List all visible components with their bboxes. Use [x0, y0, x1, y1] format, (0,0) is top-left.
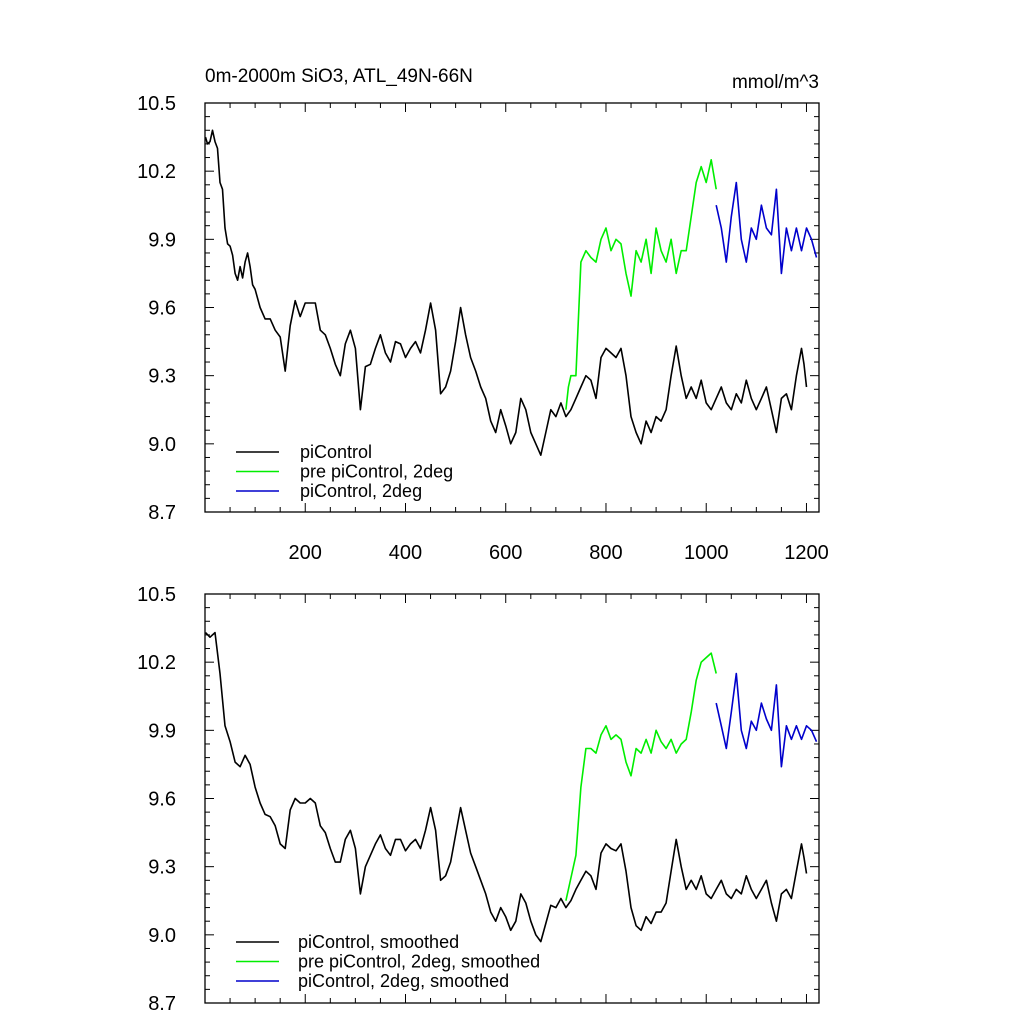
top-panel: 0m-2000m SiO3, ATL_49N-66N mmol/m^3 200 4…: [137, 66, 829, 564]
legend-label: pre piControl, 2deg: [300, 462, 453, 482]
series-line-piControl-2deg: [715, 672, 818, 768]
chart-title: 0m-2000m SiO3, ATL_49N-66N: [205, 66, 473, 87]
y-tick-label: 9.6: [148, 789, 176, 811]
x-tick-label: 400: [389, 542, 422, 564]
series-line-piControl: [204, 631, 808, 943]
y-tick-label: 8.7: [148, 993, 176, 1015]
y-tick-label: 10.5: [137, 93, 176, 115]
x-tick-label: 800: [589, 542, 622, 564]
series-line-piControl-2deg: [715, 181, 818, 275]
legend-label: piControl, smoothed: [298, 932, 459, 952]
y-tick-label: 9.9: [148, 229, 176, 251]
x-tick-label: 1200: [784, 542, 829, 564]
y-tick-label: 8.7: [148, 502, 176, 524]
x-tick-label: 200: [289, 542, 322, 564]
y-tick-label: 10.5: [137, 584, 176, 606]
plot-frame: [204, 593, 820, 1004]
y-tick-label: 9.6: [148, 298, 176, 320]
series-line-piControl: [204, 129, 808, 456]
series-line-pre-piControl-2deg: [565, 159, 717, 410]
axis-ticks: [205, 102, 819, 513]
y-tick-labels: 8.7 9.0 9.3 9.6 9.9 10.2 10.5: [137, 584, 176, 1015]
y-tick-label: 9.9: [148, 720, 176, 742]
legend-label: pre piControl, 2deg, smoothed: [298, 952, 540, 972]
plot-frame: [204, 102, 820, 513]
y-tick-label: 10.2: [137, 161, 176, 183]
series-layer: [204, 129, 818, 456]
y-tick-label: 9.0: [148, 925, 176, 947]
series-layer: [204, 631, 818, 943]
bottom-panel: 8.7 9.0 9.3 9.6 9.9 10.2 10.5 piControl, smoot…: [137, 584, 820, 1015]
y-tick-labels: 8.7 9.0 9.3 9.6 9.9 10.2 10.5: [137, 93, 176, 524]
y-tick-label: 9.0: [148, 434, 176, 456]
legend-label: piControl, 2deg, smoothed: [298, 971, 509, 991]
series-line-pre-piControl-2deg: [565, 652, 717, 901]
axis-ticks: [205, 593, 819, 1004]
y-tick-label: 9.3: [148, 366, 176, 388]
legend-label: piControl, 2deg: [300, 481, 422, 501]
x-tick-label: 600: [489, 542, 522, 564]
y-tick-label: 10.2: [137, 652, 176, 674]
y-tick-label: 9.3: [148, 857, 176, 879]
legend-label: piControl: [300, 442, 372, 462]
x-tick-label: 1000: [684, 542, 729, 564]
x-tick-labels: 200 400 600 800 1000 1200: [289, 542, 829, 564]
units-label: mmol/m^3: [732, 72, 819, 93]
